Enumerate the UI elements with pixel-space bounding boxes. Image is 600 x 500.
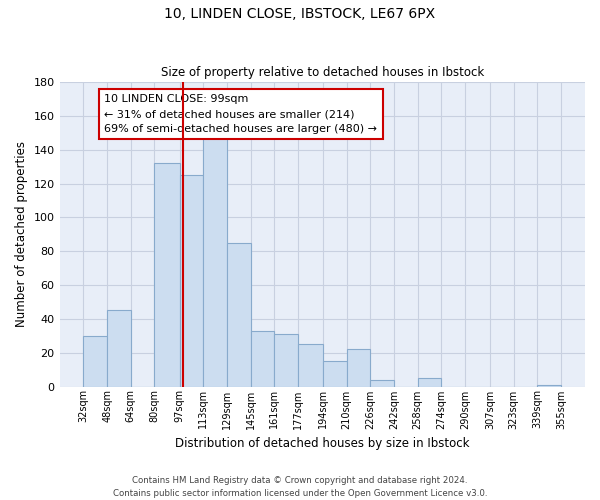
Bar	[418, 378, 442, 386]
Bar	[370, 380, 394, 386]
Y-axis label: Number of detached properties: Number of detached properties	[15, 142, 28, 328]
Text: 10, LINDEN CLOSE, IBSTOCK, LE67 6PX: 10, LINDEN CLOSE, IBSTOCK, LE67 6PX	[164, 8, 436, 22]
Title: Size of property relative to detached houses in Ibstock: Size of property relative to detached ho…	[161, 66, 484, 80]
Bar	[83, 336, 107, 386]
Text: 10 LINDEN CLOSE: 99sqm
← 31% of detached houses are smaller (214)
69% of semi-de: 10 LINDEN CLOSE: 99sqm ← 31% of detached…	[104, 94, 377, 134]
Bar	[107, 310, 131, 386]
X-axis label: Distribution of detached houses by size in Ibstock: Distribution of detached houses by size …	[175, 437, 470, 450]
Bar	[203, 138, 227, 386]
Bar	[274, 334, 298, 386]
Bar	[179, 175, 203, 386]
Text: Contains HM Land Registry data © Crown copyright and database right 2024.
Contai: Contains HM Land Registry data © Crown c…	[113, 476, 487, 498]
Bar	[251, 330, 274, 386]
Bar	[227, 242, 251, 386]
Bar	[347, 350, 370, 387]
Bar	[154, 163, 179, 386]
Bar	[323, 361, 347, 386]
Bar	[538, 385, 561, 386]
Bar	[298, 344, 323, 387]
